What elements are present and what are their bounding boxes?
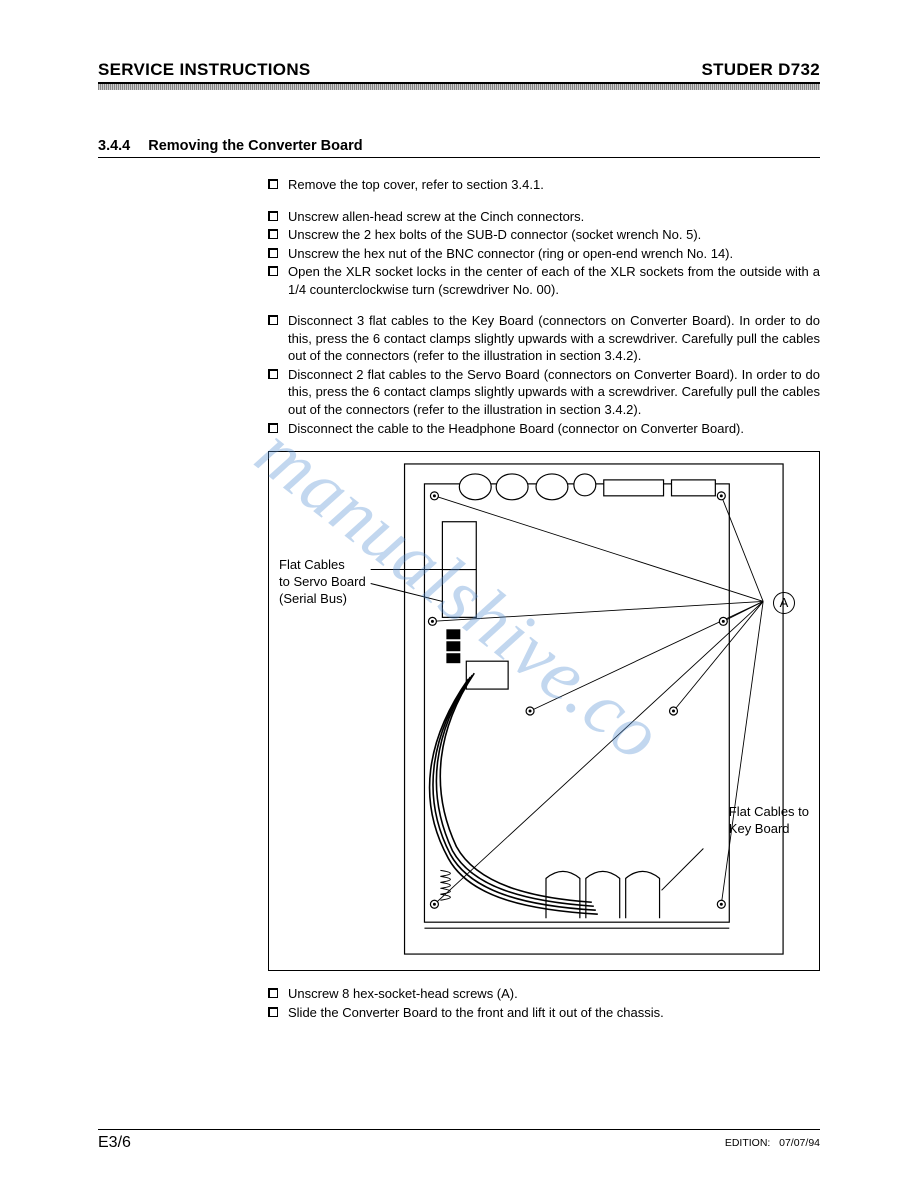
figure-label-left: Flat Cablesto Servo Board(Serial Bus) [279, 557, 366, 608]
list-item: Disconnect 3 flat cables to the Key Boar… [268, 312, 820, 365]
item-text: Remove the top cover, refer to section 3… [288, 176, 820, 194]
marker-a: A [773, 592, 795, 614]
edition-label: EDITION: [725, 1137, 771, 1149]
checkbox-icon [268, 211, 278, 221]
item-text: Disconnect the cable to the Headphone Bo… [288, 420, 820, 438]
header-left: SERVICE INSTRUCTIONS [98, 60, 311, 80]
edition-info: EDITION: 07/07/94 [725, 1134, 820, 1152]
checkbox-icon [268, 229, 278, 239]
list-item: Disconnect the cable to the Headphone Bo… [268, 420, 820, 438]
step-group-1: Remove the top cover, refer to section 3… [268, 176, 820, 194]
section-heading: 3.4.4 Removing the Converter Board [98, 138, 820, 158]
list-item: Disconnect 2 flat cables to the Servo Bo… [268, 366, 820, 419]
checkbox-icon [268, 369, 278, 379]
item-text: Disconnect 2 flat cables to the Servo Bo… [288, 366, 820, 419]
edition-date: 07/07/94 [779, 1137, 820, 1149]
list-item: Slide the Converter Board to the front a… [268, 1004, 820, 1022]
item-text: Unscrew 8 hex-socket-head screws (A). [288, 985, 820, 1003]
item-text: Slide the Converter Board to the front a… [288, 1004, 820, 1022]
body-content: Remove the top cover, refer to section 3… [268, 176, 820, 1021]
step-group-2: Unscrew allen-head screw at the Cinch co… [268, 208, 820, 299]
list-item: Remove the top cover, refer to section 3… [268, 176, 820, 194]
checkbox-icon [268, 315, 278, 325]
header-right: STUDER D732 [701, 60, 820, 80]
step-group-3: Disconnect 3 flat cables to the Key Boar… [268, 312, 820, 437]
checkbox-icon [268, 988, 278, 998]
checkbox-icon [268, 1007, 278, 1017]
item-text: Unscrew allen-head screw at the Cinch co… [288, 208, 820, 226]
checkbox-icon [268, 248, 278, 258]
diagram-svg [269, 452, 819, 970]
section-number: 3.4.4 [98, 138, 130, 154]
header-hatch [98, 84, 820, 90]
list-item: Unscrew 8 hex-socket-head screws (A). [268, 985, 820, 1003]
step-group-4: Unscrew 8 hex-socket-head screws (A). Sl… [268, 985, 820, 1021]
item-text: Unscrew the hex nut of the BNC connector… [288, 245, 820, 263]
checkbox-icon [268, 179, 278, 189]
list-item: Unscrew the hex nut of the BNC connector… [268, 245, 820, 263]
page-number: E3/6 [98, 1134, 131, 1152]
page-footer: E3/6 EDITION: 07/07/94 [98, 1129, 820, 1152]
item-text: Disconnect 3 flat cables to the Key Boar… [288, 312, 820, 365]
list-item: Unscrew allen-head screw at the Cinch co… [268, 208, 820, 226]
technical-figure: Flat Cablesto Servo Board(Serial Bus) Fl… [268, 451, 820, 971]
figure-label-right: Flat Cables toKey Board [729, 804, 809, 838]
section-title: Removing the Converter Board [148, 138, 362, 154]
checkbox-icon [268, 266, 278, 276]
item-text: Open the XLR socket locks in the center … [288, 263, 820, 298]
list-item: Open the XLR socket locks in the center … [268, 263, 820, 298]
item-text: Unscrew the 2 hex bolts of the SUB-D con… [288, 226, 820, 244]
checkbox-icon [268, 423, 278, 433]
list-item: Unscrew the 2 hex bolts of the SUB-D con… [268, 226, 820, 244]
